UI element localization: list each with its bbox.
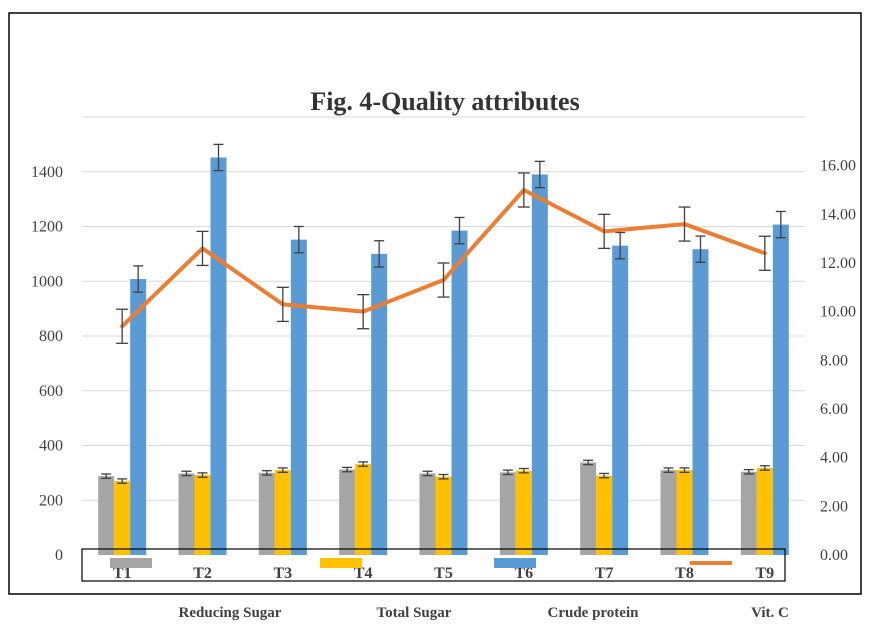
bar-total-sugar-t9 [757, 468, 773, 555]
category-label-t9: T9 [755, 565, 774, 582]
y-tick-left: 1200 [31, 219, 63, 236]
category-label-t5: T5 [434, 565, 453, 582]
bar-crude-protein-t1 [130, 279, 146, 555]
bar-reducing-sugar-t8 [661, 470, 677, 555]
bar-crude-protein-t5 [452, 231, 468, 555]
y-tick-right: 0.00 [820, 547, 848, 564]
bar-total-sugar-t8 [677, 470, 693, 555]
bar-crude-protein-t3 [291, 240, 307, 555]
legend-swatch-total-sugar [320, 558, 362, 568]
legend-label-vit-c: Vit. C [751, 605, 789, 621]
bar-reducing-sugar-t7 [580, 462, 596, 555]
bar-crude-protein-t7 [612, 246, 628, 555]
bar-reducing-sugar-t9 [741, 472, 757, 555]
chart-title: Fig. 4-Quality attributes [310, 87, 579, 116]
legend-label-total-sugar: Total Sugar [377, 605, 452, 621]
bar-crude-protein-t4 [371, 254, 387, 555]
category-label-t7: T7 [595, 565, 614, 582]
y-tick-right: 14.00 [820, 206, 856, 223]
legend-label-crude-protein: Crude protein [548, 605, 640, 621]
bar-total-sugar-t4 [355, 464, 371, 555]
legend-label-reducing-sugar: Reducing Sugar [179, 605, 282, 621]
y-tick-right: 12.00 [820, 255, 856, 272]
y-tick-right: 6.00 [820, 401, 848, 418]
bar-reducing-sugar-t4 [339, 470, 355, 555]
y-tick-right: 4.00 [820, 450, 848, 467]
legend-swatch-crude-protein [494, 558, 536, 568]
y-tick-left: 200 [39, 492, 63, 509]
bar-crude-protein-t6 [532, 174, 548, 555]
y-tick-left: 400 [39, 438, 63, 455]
y-tick-right: 10.00 [820, 304, 856, 321]
bar-total-sugar-t1 [114, 481, 130, 555]
category-label-t2: T2 [193, 565, 212, 582]
y-tick-right: 2.00 [820, 498, 848, 515]
y-tick-left: 1400 [31, 164, 63, 181]
y-tick-left: 800 [39, 328, 63, 345]
bar-reducing-sugar-t5 [420, 473, 436, 555]
category-label-t3: T3 [273, 565, 292, 582]
y-tick-left: 600 [39, 383, 63, 400]
bar-total-sugar-t5 [436, 477, 452, 555]
bar-total-sugar-t3 [275, 470, 291, 555]
bar-reducing-sugar-t3 [259, 473, 275, 555]
y-tick-right: 16.00 [820, 158, 856, 175]
y-tick-left: 0 [55, 547, 63, 564]
bar-reducing-sugar-t6 [500, 472, 516, 555]
category-label-t8: T8 [675, 565, 694, 582]
bar-crude-protein-t8 [693, 249, 709, 555]
y-tick-left: 1000 [31, 273, 63, 290]
y-tick-right: 8.00 [820, 352, 848, 369]
bar-reducing-sugar-t2 [179, 473, 195, 555]
legend-swatch-reducing-sugar [110, 558, 152, 568]
bar-total-sugar-t2 [195, 475, 211, 555]
bar-total-sugar-t7 [596, 476, 612, 555]
bar-crude-protein-t2 [211, 158, 227, 555]
bar-total-sugar-t6 [516, 471, 532, 555]
bar-reducing-sugar-t1 [98, 476, 114, 555]
bar-crude-protein-t9 [773, 225, 789, 555]
